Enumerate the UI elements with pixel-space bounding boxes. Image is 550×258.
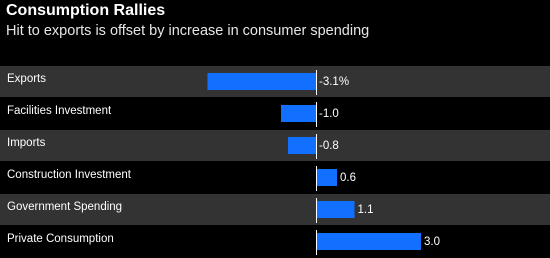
category-label: Facilities Investment	[7, 105, 112, 117]
category-label: Private Consumption	[7, 233, 114, 245]
bar	[281, 105, 316, 122]
chart-subtitle: Hit to exports is offset by increase in …	[6, 23, 369, 39]
category-label: Construction Investment	[7, 169, 132, 181]
category-label: Exports	[7, 73, 46, 85]
row-band	[0, 130, 550, 161]
bar	[288, 137, 316, 154]
value-label: -1.0	[319, 108, 339, 120]
value-label: -3.1%	[319, 76, 349, 88]
value-label: 0.6	[340, 172, 356, 184]
value-label: -0.8	[319, 140, 339, 152]
bar	[316, 201, 355, 218]
bar	[207, 73, 316, 90]
chart-title: Consumption Rallies	[6, 2, 165, 19]
row-band	[0, 194, 550, 225]
category-label: Government Spending	[7, 201, 122, 213]
bar	[316, 233, 421, 250]
value-label: 1.1	[358, 204, 374, 216]
category-label: Imports	[7, 137, 46, 149]
bar	[316, 169, 337, 186]
value-label: 3.0	[424, 236, 440, 248]
